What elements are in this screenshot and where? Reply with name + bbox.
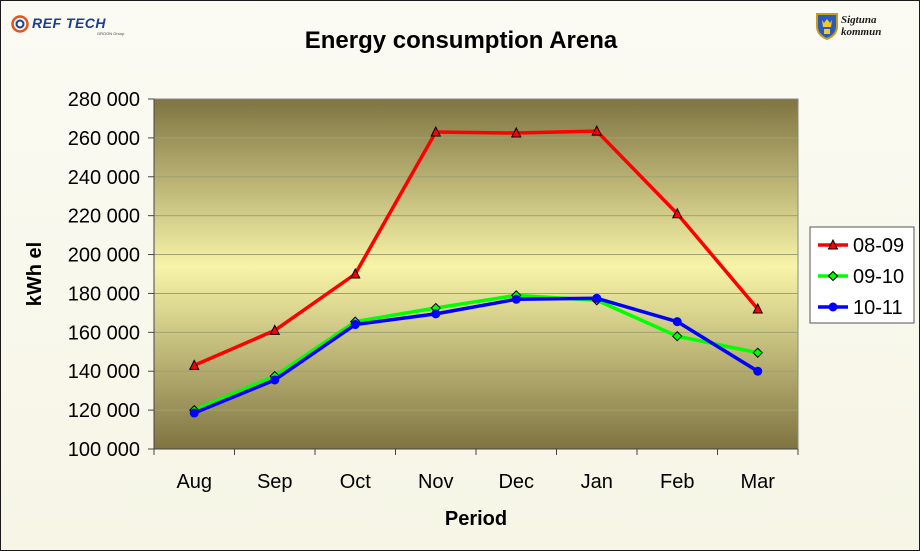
x-tick-label: Aug: [176, 471, 212, 493]
legend-label: 10-11: [853, 297, 903, 319]
y-axis-title: kWh el: [24, 242, 46, 306]
legend-item: 08-09: [818, 235, 904, 257]
sigtuna-logo: Sigtuna kommun: [815, 12, 915, 46]
y-tick-label: 280 000: [68, 89, 140, 111]
data-point: [672, 331, 683, 342]
data-point: [510, 126, 522, 138]
x-tick-label: Jan: [581, 471, 613, 493]
data-point: [270, 375, 280, 385]
sigtuna-crest-icon: [816, 13, 838, 40]
axes: [153, 99, 799, 455]
data-point: [671, 207, 683, 219]
sigtuna-logo-line1: Sigtuna: [841, 14, 877, 26]
y-tick-labels: 100 000 120 000 140 000 160 000 180 000 200 0…: [68, 89, 140, 461]
series-lines: [188, 124, 764, 418]
y-tick-label: 180 000: [68, 283, 140, 305]
chart-title: Energy consumption Arena: [305, 27, 618, 54]
y-tick-label: 160 000: [68, 322, 140, 344]
data-point: [431, 309, 441, 319]
x-tick-label: Dec: [498, 471, 534, 493]
series-line: [193, 129, 760, 367]
reftech-logo-name: REF TECH: [32, 15, 106, 31]
data-point: [591, 124, 603, 136]
data-point: [188, 359, 200, 370]
x-tick-label: Feb: [660, 471, 694, 493]
x-tick-labels: Aug Sep Oct Nov Dec Jan Feb Mar: [176, 471, 775, 493]
data-point: [592, 293, 602, 303]
y-tick-label: 240 000: [68, 167, 140, 189]
data-point: [349, 267, 361, 279]
series-line: [193, 296, 759, 415]
data-point: [752, 302, 764, 314]
data-point: [752, 347, 763, 358]
data-point: [753, 366, 763, 376]
legend-item: 10-11: [818, 297, 903, 319]
legend-label: 08-09: [853, 235, 904, 257]
x-tick-label: Oct: [340, 471, 372, 493]
legend-item: 09-10: [818, 266, 904, 288]
plot-area: [153, 98, 799, 450]
y-tick-label: 140 000: [68, 361, 140, 383]
series-line: [193, 293, 759, 412]
gridlines: [148, 98, 798, 450]
legend-label: 09-10: [853, 266, 904, 288]
reftech-logo-subtext: GROON Group: [97, 31, 125, 36]
y-tick-label: 100 000: [68, 439, 140, 461]
sigtuna-logo-line2: kommun: [841, 26, 882, 38]
x-tick-label: Mar: [741, 471, 776, 493]
data-point: [189, 408, 199, 418]
data-point: [350, 320, 360, 330]
x-axis-title: Period: [445, 508, 507, 530]
x-tick-label: Nov: [418, 471, 454, 493]
y-tick-label: 200 000: [68, 245, 140, 267]
series-08-09: [188, 124, 764, 370]
y-tick-label: 220 000: [68, 206, 140, 228]
legend-marker: [828, 302, 838, 312]
legend: 08-09 09-10 10-11: [809, 226, 915, 324]
reftech-logo: REF TECH GROON Group: [11, 13, 141, 36]
legend-marker: [827, 270, 839, 282]
series-10-11: [189, 293, 763, 418]
reftech-swirl-icon: [11, 15, 29, 33]
data-point: [672, 317, 682, 327]
legend-marker: [827, 238, 839, 250]
y-tick-label: 260 000: [68, 128, 140, 150]
data-point: [269, 324, 281, 335]
y-tick-label: 120 000: [68, 400, 140, 422]
data-point: [430, 125, 442, 137]
x-tick-label: Sep: [257, 471, 293, 493]
data-point: [511, 294, 521, 304]
